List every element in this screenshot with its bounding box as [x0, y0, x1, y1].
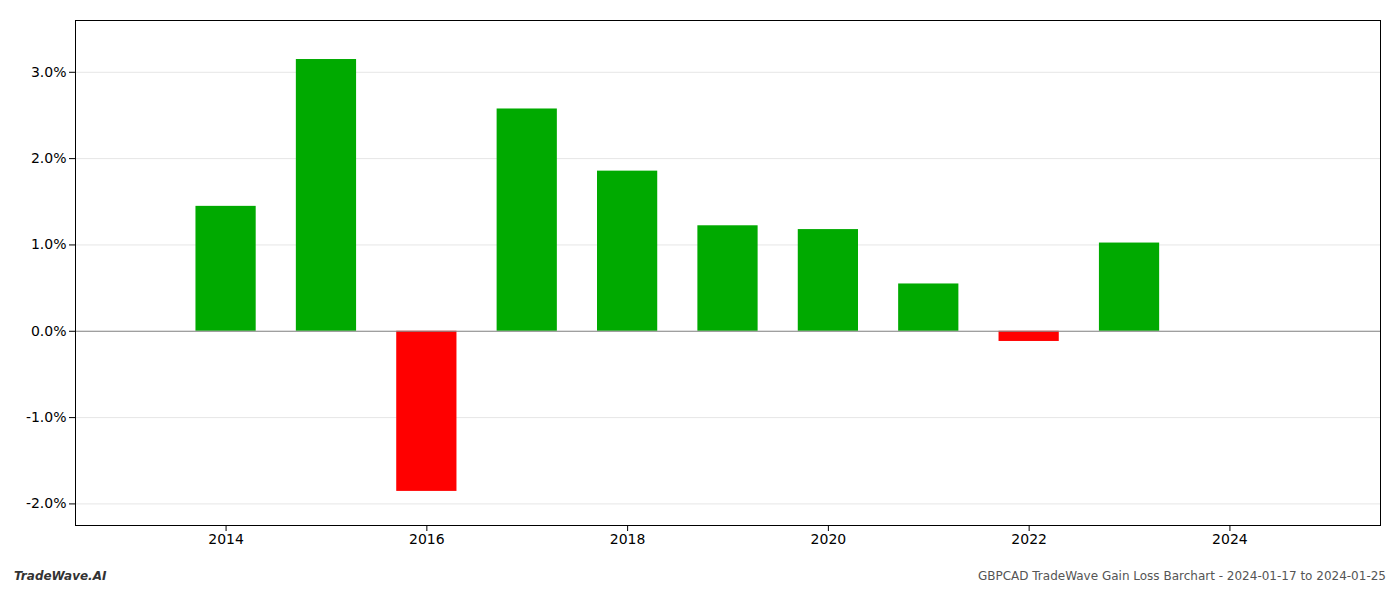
svg-text:2014: 2014 [208, 531, 244, 547]
svg-text:-2.0%: -2.0% [26, 495, 67, 511]
html-text:TradeWave.AI: TradeWave.AI [14, 569, 107, 583]
svg-text:2024: 2024 [1212, 531, 1248, 547]
svg-text:3.0%: 3.0% [31, 64, 67, 80]
svg-text:2016: 2016 [409, 531, 445, 547]
svg-text:1.0%: 1.0% [31, 236, 67, 252]
svg-text:2022: 2022 [1011, 531, 1047, 547]
svg-text:2018: 2018 [610, 531, 646, 547]
svg-text:2020: 2020 [811, 531, 847, 547]
svg-text:0.0%: 0.0% [31, 323, 67, 339]
svg-text:-1.0%: -1.0% [26, 409, 67, 425]
html-text:GBPCAD TradeWave Gain Loss Bar: GBPCAD TradeWave Gain Loss Barchart - 20… [977, 569, 1386, 583]
svg-text:2.0%: 2.0% [31, 150, 67, 166]
